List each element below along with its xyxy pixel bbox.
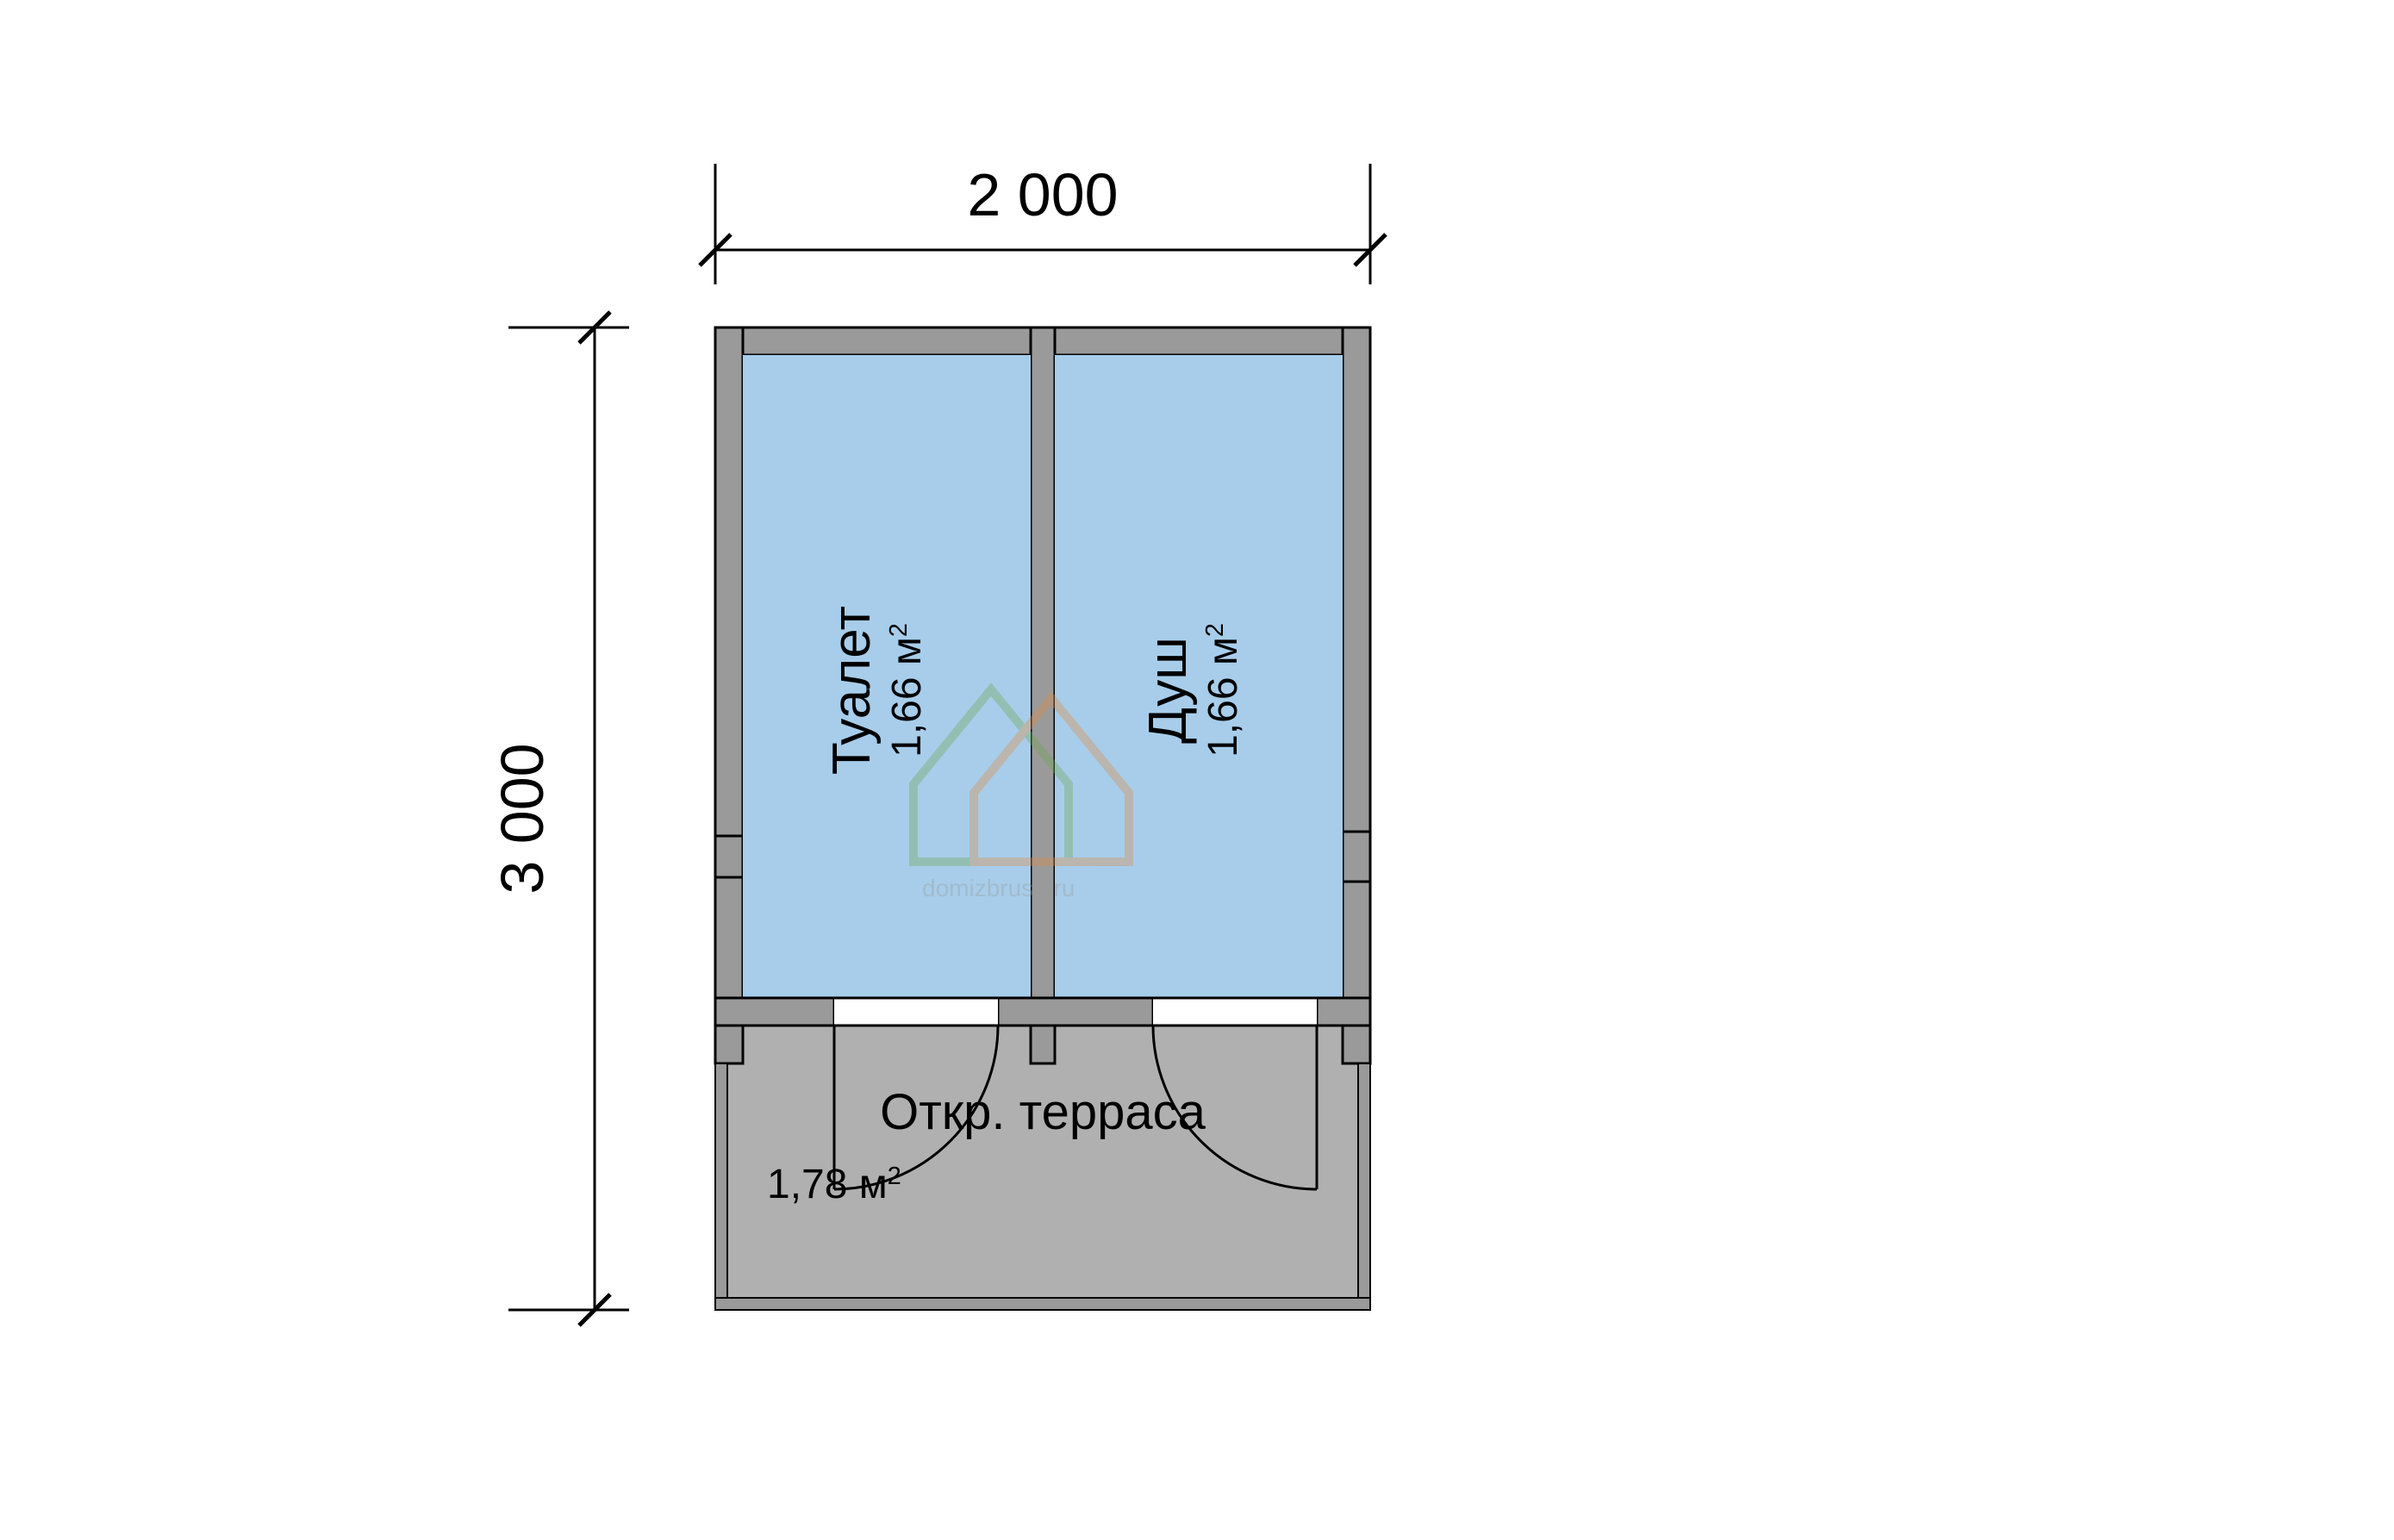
dimension-width-label: 2 000 bbox=[967, 161, 1118, 228]
room-shower bbox=[1055, 355, 1343, 1026]
terrace-area-label: 1,78 м2 bbox=[767, 1162, 901, 1207]
room-area-label: 1,66 м2 bbox=[884, 623, 930, 758]
svg-text:domizbrusa.ru: domizbrusa.ru bbox=[922, 875, 1075, 901]
floorplan-svg: 2 0003 000domizbrusa.ruТуалет1,66 м2Душ1… bbox=[0, 0, 2394, 1540]
dimension-height-label: 3 000 bbox=[489, 743, 556, 894]
terrace-name-label: Откр. терраса bbox=[880, 1084, 1206, 1140]
room-area-label: 1,66 м2 bbox=[1200, 623, 1246, 758]
floorplan-canvas: 2 0003 000domizbrusa.ruТуалет1,66 м2Душ1… bbox=[0, 0, 2394, 1540]
room-name-label: Душ bbox=[1138, 637, 1198, 744]
room-name-label: Туалет bbox=[822, 606, 882, 775]
